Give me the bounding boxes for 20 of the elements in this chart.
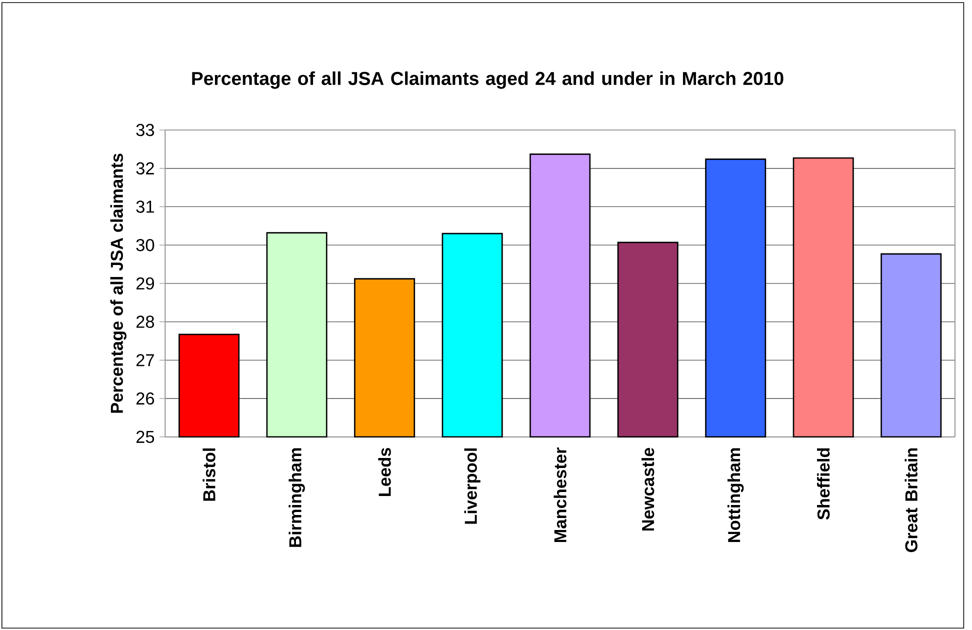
y-tick-label: 29	[136, 277, 154, 290]
y-tick-label: 33	[136, 124, 154, 136]
x-tick-label: Nottingham	[728, 448, 744, 542]
y-tick-label: 31	[136, 200, 154, 213]
y-tick-label: 26	[136, 392, 154, 405]
x-tick-label: Liverpool	[464, 448, 480, 524]
x-tick-label: Newcastle	[641, 448, 654, 531]
y-tick-label: 28	[136, 316, 154, 328]
x-tick-label: Manchester	[554, 448, 566, 542]
x-tick-label: Bristol	[202, 448, 216, 501]
x-tick-label: Leeds	[378, 448, 391, 496]
y-tick-label: 27	[136, 354, 154, 366]
y-tick-label: 30	[136, 238, 154, 252]
chart-title: Percentage of all JSA Claimants aged 24 and under in March 2010	[192, 71, 784, 89]
x-tick-label: Birmingham	[288, 448, 305, 547]
y-tick-label: 25	[136, 430, 154, 443]
y-tick-label: 32	[136, 162, 154, 174]
x-tick-label: Great Britain	[904, 448, 918, 552]
y-axis-title: Percentage of all JSA claimants	[110, 154, 126, 413]
x-tick-label: Sheffield	[817, 448, 830, 520]
